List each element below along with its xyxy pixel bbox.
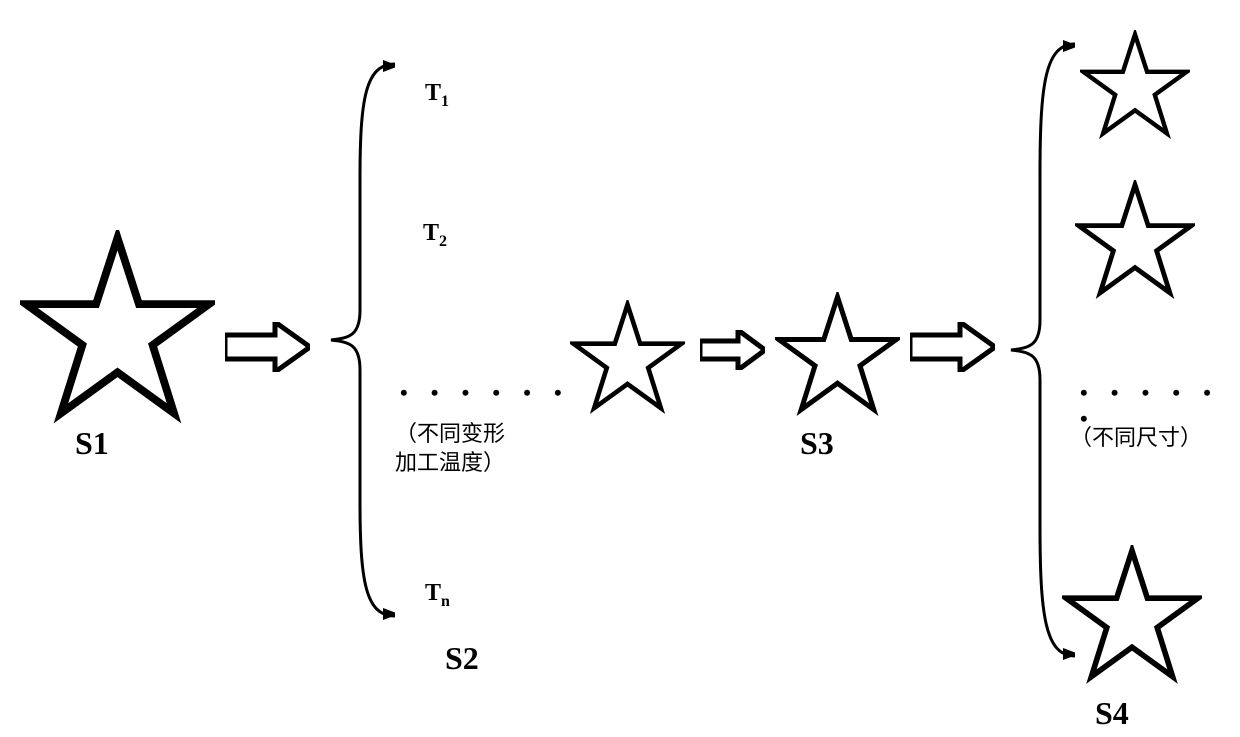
label-s3: S3: [800, 425, 834, 462]
star-s4-top: [1080, 30, 1190, 140]
t1-base: T: [425, 80, 441, 106]
label-tn: Tn: [425, 580, 450, 611]
t2-sub: 2: [439, 233, 447, 250]
dots-left: • • • • • •: [400, 380, 571, 406]
star-s1: [20, 230, 215, 425]
label-s1: S1: [75, 425, 109, 462]
star-s4-bottom: [1062, 545, 1202, 685]
tn-sub: n: [441, 593, 450, 610]
label-t1: T1: [425, 80, 449, 111]
note-left-line1: （不同变形: [395, 420, 505, 449]
t2-base: T: [423, 220, 439, 246]
star-s2-output: [570, 300, 685, 415]
arrow-s1-s2: [225, 322, 310, 372]
label-t2: T2: [423, 220, 447, 251]
star-s4-second: [1075, 180, 1195, 300]
diagram-canvas: S1 T1 T2 Tn • • • • • • （不同变形 加工温度） S2 S…: [0, 0, 1240, 737]
brace-left: [325, 60, 395, 620]
tn-base: T: [425, 580, 441, 606]
note-left-line2: 加工温度）: [395, 449, 505, 478]
arrow-s2-s3: [700, 330, 765, 370]
note-right: （不同尺寸）: [1070, 420, 1202, 452]
arrow-s3-s4: [910, 322, 995, 372]
label-s2: S2: [445, 640, 479, 677]
label-s4: S4: [1095, 695, 1129, 732]
star-s3: [775, 292, 900, 417]
note-left: （不同变形 加工温度）: [395, 420, 505, 477]
t1-sub: 1: [441, 93, 449, 110]
